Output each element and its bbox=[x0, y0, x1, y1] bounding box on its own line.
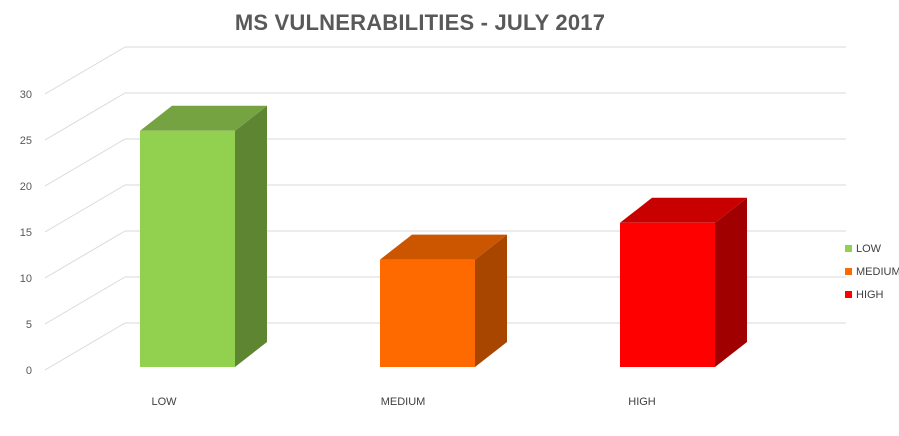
y-tick-label: 10 bbox=[20, 273, 32, 285]
legend-swatch-low bbox=[845, 245, 852, 252]
legend-label-low: LOW bbox=[856, 242, 882, 255]
gridline-diagonal bbox=[44, 276, 126, 325]
bars bbox=[140, 105, 747, 368]
bar-high bbox=[620, 197, 747, 367]
gridline-diagonal bbox=[44, 322, 126, 371]
bar-side bbox=[235, 105, 267, 368]
legend-item-high: HIGH bbox=[845, 283, 899, 306]
bar-side bbox=[475, 234, 507, 367]
legend-swatch-medium bbox=[845, 268, 852, 275]
x-axis-ticks: LOW MEDIUM HIGH bbox=[151, 396, 655, 408]
y-tick-label: 25 bbox=[20, 135, 32, 147]
gridline-diagonal bbox=[44, 92, 126, 141]
y-tick-label: 5 bbox=[26, 319, 32, 331]
legend-item-medium: MEDIUM bbox=[845, 260, 899, 283]
bar-medium bbox=[380, 234, 507, 367]
y-tick-label: 15 bbox=[20, 227, 32, 239]
bar-front bbox=[380, 259, 475, 367]
gridline-diagonal bbox=[44, 46, 126, 95]
legend: LOW MEDIUM HIGH bbox=[845, 237, 899, 306]
bar-low bbox=[140, 105, 267, 368]
y-tick-label: 0 bbox=[26, 365, 32, 377]
legend-label-medium: MEDIUM bbox=[856, 265, 899, 278]
bar-side bbox=[715, 197, 747, 367]
bar-top bbox=[140, 105, 267, 131]
x-tick-label: LOW bbox=[151, 396, 177, 408]
legend-label-high: HIGH bbox=[856, 288, 884, 301]
legend-swatch-high bbox=[845, 291, 852, 298]
legend-item-low: LOW bbox=[845, 237, 899, 260]
y-tick-label: 30 bbox=[20, 89, 32, 101]
bar-front bbox=[620, 222, 715, 367]
gridline-diagonal bbox=[44, 184, 126, 233]
x-tick-label: MEDIUM bbox=[381, 396, 426, 408]
gridline-diagonal bbox=[44, 138, 126, 187]
y-tick-label: 20 bbox=[20, 181, 32, 193]
y-axis-ticks: 0 5 10 15 20 25 30 bbox=[20, 89, 32, 377]
bar-top bbox=[620, 197, 747, 223]
chart-title: MS VULNERABILITIES - JULY 2017 bbox=[234, 10, 606, 35]
x-tick-label: HIGH bbox=[628, 396, 656, 408]
bar-front bbox=[140, 130, 235, 367]
bar-top bbox=[380, 234, 507, 260]
gridline-diagonal bbox=[44, 230, 126, 279]
